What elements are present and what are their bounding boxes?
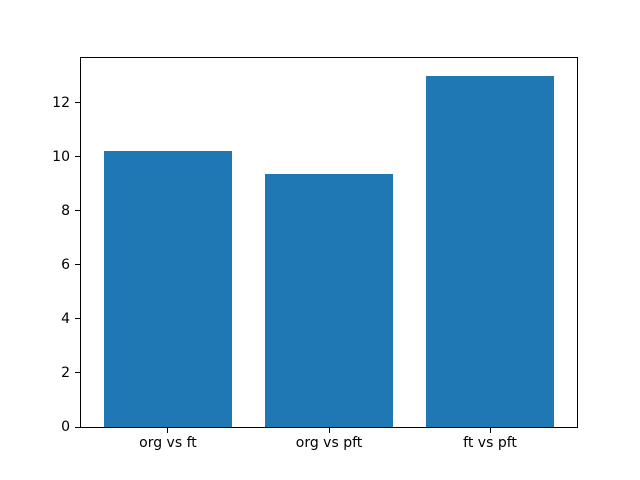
y-tick-label-12: 12 [52,94,70,111]
y-tick-mark [75,210,80,212]
y-tick-mark [75,372,80,374]
y-tick-mark [75,264,80,266]
y-tick-mark [75,426,80,428]
y-tick-label-6: 6 [61,256,70,273]
x-tick-label-org-vs-ft: org vs ft [139,435,197,451]
y-tick-label-2: 2 [61,364,70,381]
y-tick-label-0: 0 [61,419,70,435]
y-tick-label-4: 4 [61,310,70,327]
bar-ft-vs-pft [425,75,555,427]
x-tick-mark [489,428,491,433]
y-tick-mark [75,156,80,158]
plot-area: 0 2 4 6 8 10 12 org vs ft org vs pft ft vs pft [52,57,578,450]
x-tick-mark [328,428,330,433]
y-tick-label-8: 8 [61,202,70,219]
x-tick-label-ft-vs-pft: ft vs pft [463,435,517,451]
y-axis: 0 2 4 6 8 10 12 [52,58,577,434]
x-axis: org vs ft org vs pft ft vs pft [81,58,577,450]
y-tick-mark [75,318,80,320]
y-tick-label-10: 10 [52,148,70,165]
bar-org-vs-ft [103,151,233,427]
bar-org-vs-pft [264,174,394,427]
bars-group [81,58,577,427]
x-tick-mark [167,428,169,433]
y-tick-mark [75,102,80,104]
x-tick-label-org-vs-pft: org vs pft [295,435,363,451]
